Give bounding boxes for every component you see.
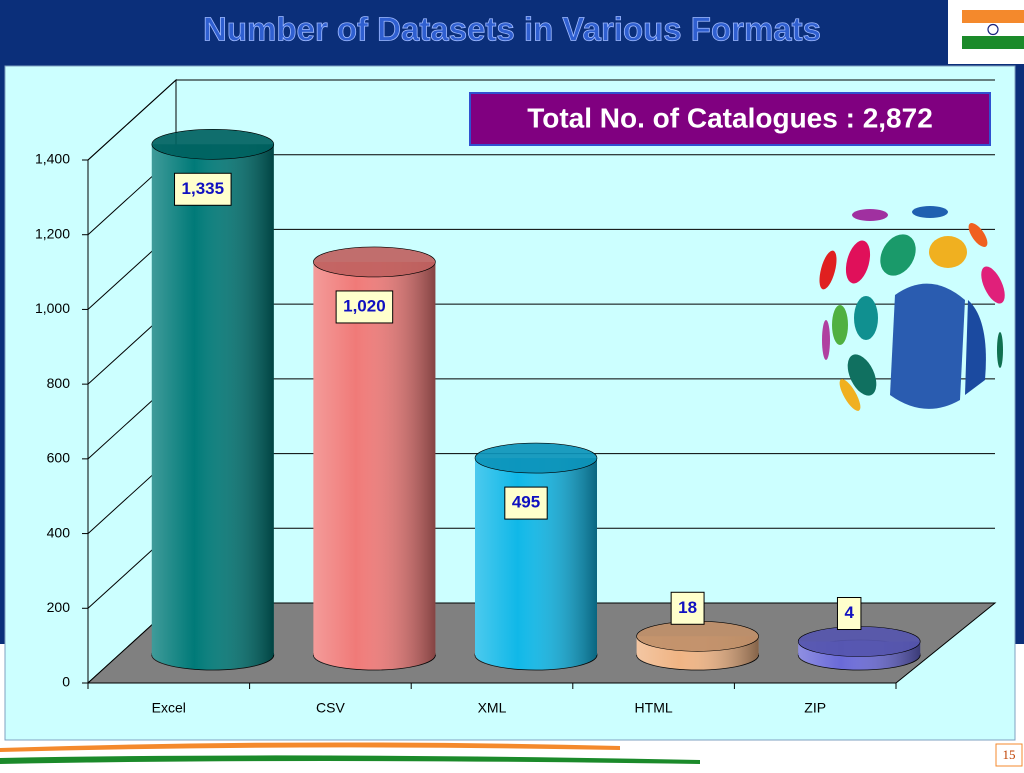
cylinder-top-shade [636, 621, 759, 652]
slide-title: Number of Datasets in Various Formats [203, 11, 821, 48]
cylinder-top [474, 442, 598, 474]
y-tick-label: 200 [47, 599, 71, 615]
value-label-box [670, 591, 705, 625]
footer-stripe [0, 755, 700, 764]
x-tick-label: Excel [152, 700, 186, 716]
value-label: 1,335 [182, 179, 225, 198]
footer-stripe [0, 742, 620, 752]
y-tick-label: 800 [47, 375, 71, 391]
flag [948, 0, 1024, 64]
x-tick-label: ZIP [804, 700, 826, 716]
globe-logo [819, 206, 1005, 411]
page-number: 15 [1003, 747, 1016, 762]
annotation: Total No. of Catalogues : 2,872 [527, 102, 933, 133]
title-bar [0, 0, 1024, 64]
annotation-box [469, 92, 991, 146]
cylinder-top [313, 246, 436, 278]
x-tick-label: HTML [635, 700, 673, 716]
y-tick-label: 0 [62, 674, 70, 690]
y-tick-label: 1,400 [35, 151, 70, 167]
y-tick-label: 400 [47, 524, 71, 540]
value-label-box [335, 290, 394, 324]
x-tick-label: XML [478, 700, 507, 716]
value-label: 1,020 [343, 296, 386, 315]
value-label-box [504, 486, 548, 520]
cylinder-top-shade [798, 626, 921, 657]
cylinder-top [151, 128, 275, 160]
cylinder-top-shade [151, 129, 274, 160]
cylinder-top-shade [475, 443, 597, 474]
y-tick-label: 1,200 [35, 225, 70, 241]
value-label-box [836, 597, 862, 631]
y-tick-label: 600 [47, 450, 71, 466]
value-label-box [174, 172, 232, 206]
value-label: 4 [844, 603, 854, 622]
cylinder-top-shade [313, 246, 436, 277]
grid-line [87, 79, 177, 161]
bar-shade [151, 144, 274, 655]
value-label: 495 [512, 493, 540, 512]
bar-shade [313, 261, 436, 655]
value-label: 18 [678, 598, 697, 617]
y-tick-label: 1,000 [35, 300, 70, 316]
page-number-box [995, 743, 1023, 767]
plot: 0 200 400 600 800 1,000 1,200 1,400 Excel 1,335 CS… [35, 78, 997, 716]
x-tick-label: CSV [316, 700, 345, 716]
